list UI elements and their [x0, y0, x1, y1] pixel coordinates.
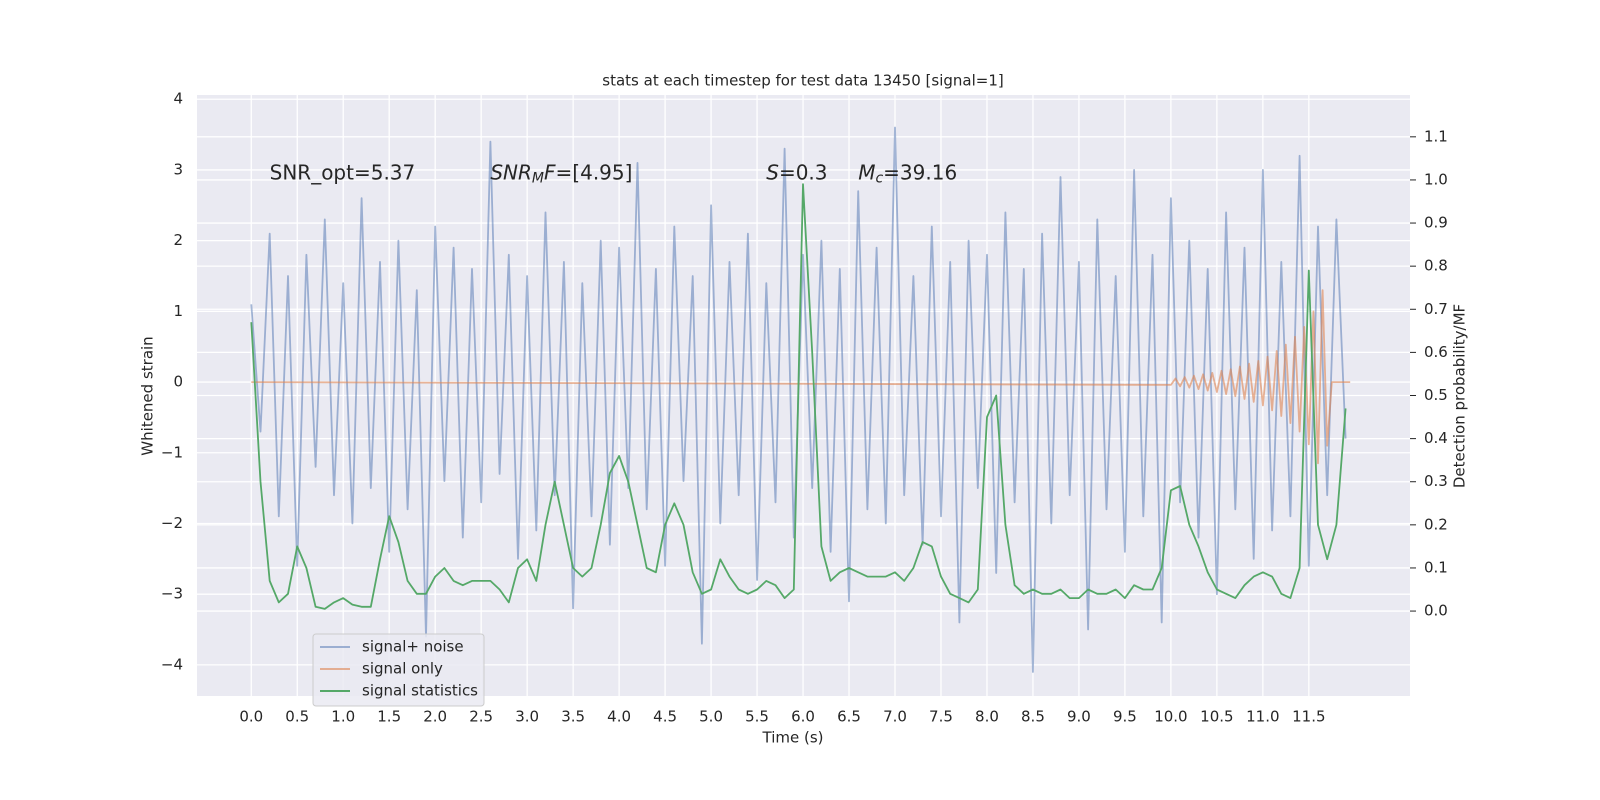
x-tick-label: 0.0 [239, 708, 263, 726]
y-tick-label: −3 [161, 585, 183, 603]
x-tick-label: 4.5 [653, 708, 677, 726]
y-tick-label: −2 [161, 514, 183, 532]
x-axis-label: Time (s) [762, 729, 824, 747]
y-tick-label: 3 [173, 160, 183, 178]
x-tick-label: 11.5 [1292, 708, 1325, 726]
x-tick-label: 6.5 [837, 708, 861, 726]
annotation-part: =39.16 [883, 160, 957, 184]
y-tick-label: −1 [161, 443, 183, 461]
annotation-part: SNR [490, 160, 532, 184]
chart-title: stats at each timestep for test data 134… [602, 72, 1003, 90]
y2-tick-label: 0.6 [1424, 343, 1448, 361]
x-tick-label: 10.5 [1200, 708, 1233, 726]
y-tick-label: 1 [173, 302, 183, 320]
x-tick-label: 5.0 [699, 708, 723, 726]
x-tick-label: 9.0 [1067, 708, 1091, 726]
annotation: S=0.3 [766, 160, 827, 184]
y2-tick-label: 0.0 [1424, 602, 1448, 620]
annotation-part: S [766, 160, 779, 184]
x-tick-label: 3.0 [515, 708, 539, 726]
legend-label: signal statistics [362, 682, 478, 700]
y2-tick-label: 0.5 [1424, 386, 1448, 404]
x-tick-label: 11.0 [1246, 708, 1279, 726]
annotation-part: M [858, 160, 875, 184]
legend: signal+ noise signal only signal statistic… [312, 633, 485, 707]
annotation: SNR_opt=5.37 [270, 160, 416, 184]
x-tick-label: 2.0 [423, 708, 447, 726]
x-tick-label: 7.0 [883, 708, 907, 726]
x-tick-label: 10.0 [1154, 708, 1187, 726]
grid [197, 95, 1410, 696]
annotation: Mc=39.16 [858, 160, 957, 187]
annotation-part: M [532, 170, 544, 186]
y2-tick-label: 0.8 [1424, 257, 1448, 275]
annotation-part: =0.3 [779, 160, 828, 184]
x-tick-label: 4.0 [607, 708, 631, 726]
annotation-part: =[4.95] [556, 160, 633, 184]
y2-tick-label: 0.3 [1424, 472, 1448, 490]
y-tick-label: −4 [161, 655, 183, 673]
annotation-part: SNR_opt=5.37 [270, 160, 416, 184]
x-tick-label: 1.0 [331, 708, 355, 726]
x-tick-label: 8.5 [1021, 708, 1045, 726]
y2-tick-label: 0.7 [1424, 300, 1448, 318]
y-tick-label: 0 [173, 373, 183, 391]
y-axis-label: Whitened strain [139, 336, 157, 455]
y2-tick-label: 0.1 [1424, 558, 1448, 576]
y2-tick-label: 0.4 [1424, 429, 1448, 447]
y2-axis-label: Detection probability/MF [1451, 304, 1469, 488]
annotation: SNRMF=[4.95] [490, 160, 632, 187]
y2-tick-label: 0.9 [1424, 214, 1448, 232]
y2-tick-label: 1.0 [1424, 170, 1448, 188]
y-tick-label: 4 [173, 90, 183, 108]
annotation-part: F [544, 160, 556, 184]
x-tick-label: 0.5 [285, 708, 309, 726]
legend-box [312, 633, 485, 707]
annotation-part: c [875, 170, 883, 186]
y2-tick-label: 0.2 [1424, 515, 1448, 533]
series-line [250, 183, 1347, 610]
legend-label: signal only [362, 660, 443, 678]
y2-tick-label: 1.1 [1424, 127, 1448, 145]
x-tick-label: 9.5 [1113, 708, 1137, 726]
x-tick-label: 6.0 [791, 708, 815, 726]
labels: 0.0 0.5 1.0 1.5 2.0 2.5 3.0 3.5 4.0 4.5 5.0 5.5 6.0 6… [161, 90, 1448, 726]
series-line [251, 289, 1351, 465]
x-tick-label: 8.0 [975, 708, 999, 726]
x-tick-label: 2.5 [469, 708, 493, 726]
x-tick-label: 1.5 [377, 708, 401, 726]
x-tick-label: 7.5 [929, 708, 953, 726]
y-tick-label: 2 [173, 231, 183, 249]
legend-label: signal+ noise [362, 638, 464, 656]
lines [250, 126, 1351, 673]
x-tick-label: 3.5 [561, 708, 585, 726]
x-tick-label: 5.5 [745, 708, 769, 726]
